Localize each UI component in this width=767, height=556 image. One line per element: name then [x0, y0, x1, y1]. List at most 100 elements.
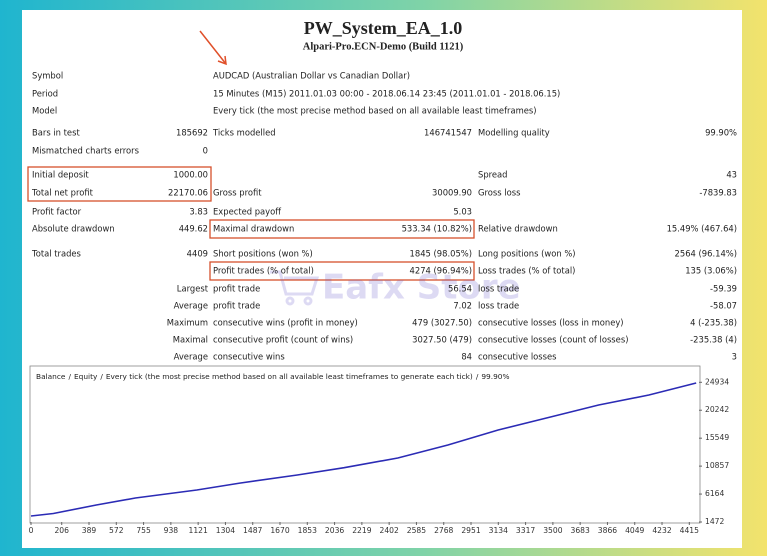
x-tick-label: 4049 [625, 526, 644, 535]
x-tick-label: 1121 [188, 526, 207, 535]
legend-entry: Balance [36, 372, 66, 381]
watermark: Eafx Store [322, 268, 521, 308]
stat-value: Average [174, 352, 208, 362]
stat-value: 7.02 [453, 301, 472, 311]
stat-value: 3 [732, 352, 737, 362]
x-tick-label: 0 [29, 526, 34, 535]
stat-label: consecutive wins (profit in money) [213, 318, 358, 328]
info-label: Period [32, 89, 58, 99]
stat-label: loss trade [478, 301, 519, 311]
stat-value: 3027.50 (479) [412, 335, 472, 345]
info-value: AUDCAD (Australian Dollar vs Canadian Do… [213, 71, 410, 81]
stat-value: 84 [461, 352, 472, 362]
stat-value: -58.07 [710, 301, 737, 311]
legend-separator: / [68, 372, 71, 381]
chart: Balance / Equity / Every tick (the most prec… [29, 372, 730, 535]
stat-value: -7839.83 [699, 188, 737, 198]
x-tick-label: 1487 [243, 526, 262, 535]
stat-label: Long positions (won %) [478, 249, 576, 259]
stat-value: 43 [726, 170, 737, 180]
x-tick-label: 2219 [352, 526, 371, 535]
stat-value: 4274 (96.94%) [410, 266, 472, 276]
stat-value: -59.39 [710, 284, 737, 294]
stat-label: Profit trades (% of total) [213, 266, 314, 276]
stat-value: 449.62 [179, 224, 208, 234]
stat-label: consecutive profit (count of wins) [213, 335, 353, 345]
stat-value: Maximal [173, 335, 208, 345]
arrow [199, 30, 227, 66]
x-tick-label: 3317 [516, 526, 535, 535]
stat-label: Relative drawdown [478, 224, 558, 234]
info-value: 15 Minutes (M15) 2011.01.03 00:00 - 2018… [213, 89, 560, 99]
x-tick-label: 389 [82, 526, 97, 535]
stat-label: Profit factor [32, 207, 82, 217]
stat-value: 30009.90 [432, 188, 472, 198]
x-tick-label: 2951 [461, 526, 480, 535]
x-tick-label: 2585 [407, 526, 426, 535]
legend-entry: Equity [74, 372, 98, 381]
stat-label: Short positions (won %) [213, 249, 313, 259]
stat-value: Average [174, 301, 208, 311]
stat-label: Spread [478, 170, 508, 180]
stat-value: 146741547 [424, 128, 472, 138]
chart-caption: Every tick (the most precise method base… [106, 372, 473, 381]
stat-value: 135 (3.06%) [685, 266, 737, 276]
stat-label: Gross loss [478, 188, 520, 198]
report-subtitle: Alpari-Pro.ECN-Demo (Build 1121) [303, 41, 464, 52]
x-tick-label: 3500 [543, 526, 562, 535]
info-value: Every tick (the most precise method base… [213, 106, 537, 116]
stat-label: Gross profit [213, 188, 262, 198]
x-tick-label: 1670 [270, 526, 289, 535]
stat-value: 2564 (96.14%) [675, 249, 737, 259]
stat-value: 0 [203, 146, 208, 156]
y-tick-label: 10857 [705, 461, 729, 470]
watermark-icon [270, 270, 320, 306]
stat-label: Bars in test [32, 128, 80, 138]
y-tick-label: 15549 [705, 433, 729, 442]
stat-label: consecutive losses [478, 352, 557, 362]
stat-value: 533.34 (10.82%) [402, 224, 472, 234]
stat-label: Initial deposit [32, 170, 89, 180]
y-tick-label: 6164 [705, 489, 724, 498]
x-tick-label: 3134 [489, 526, 508, 535]
stat-label: profit trade [213, 284, 260, 294]
x-tick-label: 938 [164, 526, 179, 535]
chart-quality: 99.90% [481, 372, 509, 381]
stat-label: consecutive losses (count of losses) [478, 335, 628, 345]
x-tick-label: 4232 [652, 526, 671, 535]
stat-value: 479 (3027.50) [412, 318, 472, 328]
x-tick-label: 4415 [680, 526, 699, 535]
report-title: PW_System_EA_1.0 [304, 18, 463, 38]
stat-value: 15.49% (467.64) [667, 224, 737, 234]
stat-label: Total trades [31, 249, 81, 259]
x-tick-label: 206 [54, 526, 69, 535]
stat-value: Maximum [167, 318, 208, 328]
stat-label: Expected payoff [213, 207, 281, 217]
stat-label: Modelling quality [478, 128, 550, 138]
x-tick-label: 2036 [325, 526, 344, 535]
stat-label: profit trade [213, 301, 260, 311]
stat-label: Ticks modelled [212, 128, 276, 138]
stat-value: 22170.06 [168, 188, 208, 198]
stat-label: Maximal drawdown [213, 224, 294, 234]
stat-value: 5.03 [453, 207, 472, 217]
stat-value: 4 (-235.38) [690, 318, 737, 328]
x-tick-label: 1304 [216, 526, 235, 535]
stat-value: 1845 (98.05%) [410, 249, 472, 259]
stat-label: loss trade [478, 284, 519, 294]
x-tick-label: 3866 [598, 526, 617, 535]
stat-value: 4409 [187, 249, 208, 259]
info-label: Symbol [32, 71, 63, 81]
x-tick-label: 755 [136, 526, 151, 535]
highlight-boxes [27, 166, 475, 281]
x-tick-label: 572 [109, 526, 124, 535]
stat-label: consecutive wins [213, 352, 285, 362]
balance-line [30, 382, 697, 517]
stat-label: consecutive losses (loss in money) [478, 318, 624, 328]
x-tick-label: 2768 [434, 526, 453, 535]
x-tick-label: 1853 [298, 526, 317, 535]
stat-label: Total net profit [31, 188, 94, 198]
y-tick-label: 1472 [705, 517, 724, 526]
legend-separator: / [100, 372, 103, 381]
